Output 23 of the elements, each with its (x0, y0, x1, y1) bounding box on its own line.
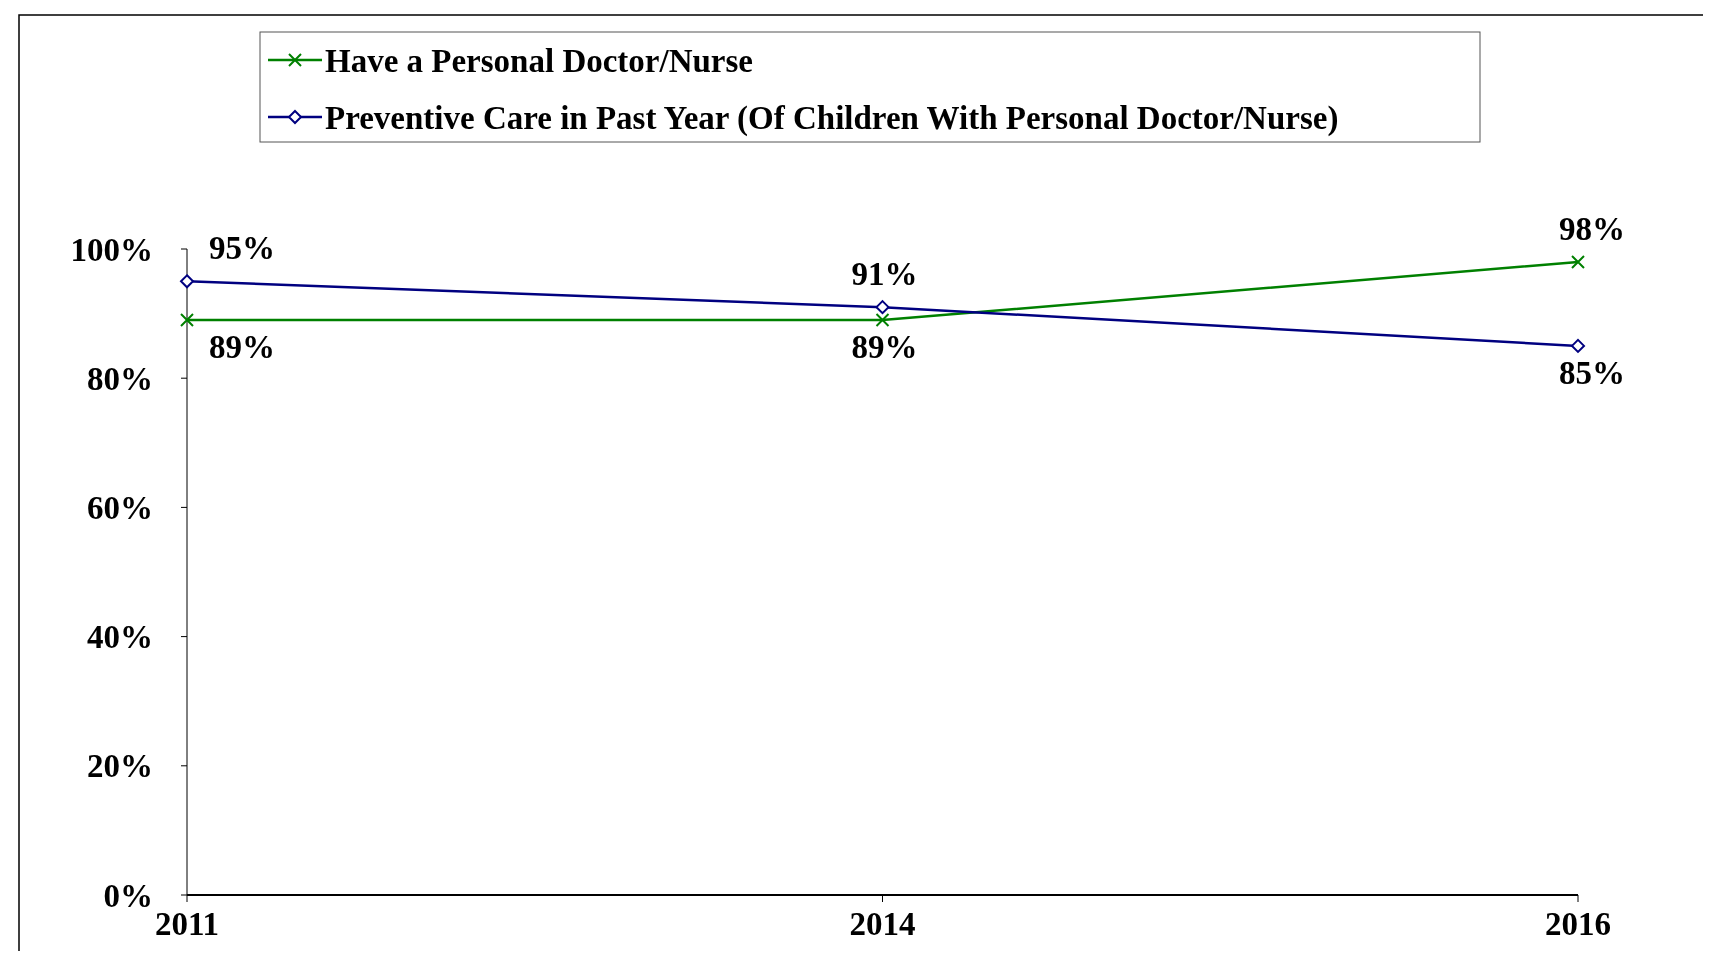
data-label: 95% (209, 230, 275, 267)
point (180, 274, 194, 289)
data-label: 91% (851, 256, 918, 293)
legend-label: Have a Personal Doctor/Nurse (325, 42, 753, 79)
x-tick-label: 2011 (154, 906, 220, 942)
data-label: 89% (851, 329, 918, 366)
point (875, 300, 890, 315)
point (1571, 338, 1585, 353)
y-tick-label: 100% (70, 231, 153, 268)
x-tick-label: 2014 (849, 906, 916, 942)
point (875, 313, 890, 328)
y-tick-label: 80% (87, 360, 153, 397)
point (1571, 254, 1585, 269)
x-tick-label: 2016 (1545, 906, 1611, 942)
y-tick-label: 60% (87, 489, 153, 526)
point (180, 313, 194, 328)
y-tick-label: 0% (103, 877, 153, 914)
y-tick-label: 20% (87, 748, 153, 785)
data-label: 89% (209, 329, 275, 366)
data-label: 85% (1559, 354, 1625, 391)
data-label: 98% (1559, 210, 1625, 247)
y-tick-label: 40% (87, 619, 153, 656)
legend-label: Preventive Care in Past Year (Of Children With Personal Doctor/Nurse) (325, 99, 1339, 137)
